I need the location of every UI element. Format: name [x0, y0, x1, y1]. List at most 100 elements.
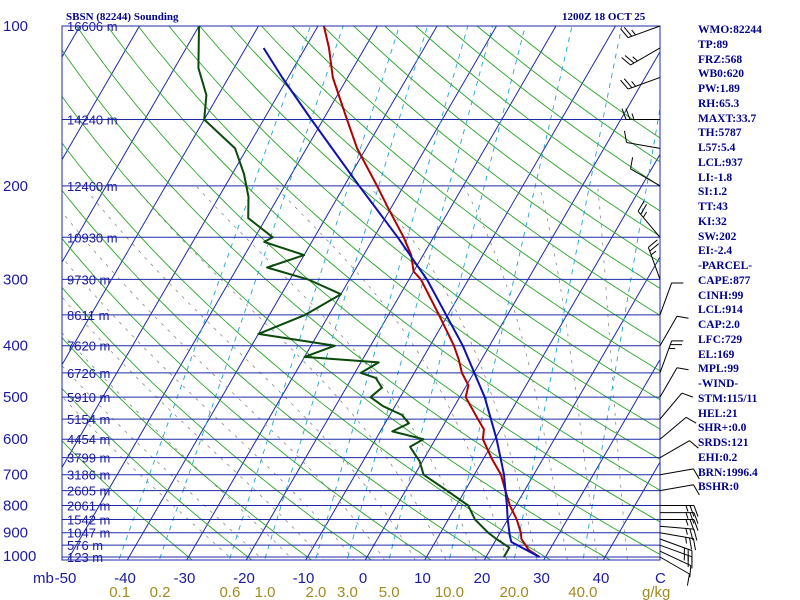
wind-barb [660, 512, 699, 524]
mixing-ratio-tick-label: 2.0 [306, 584, 327, 600]
pressure-unit-label: mb [33, 570, 54, 587]
wind-barb [659, 538, 693, 563]
dry-adiabat-line [62, 142, 552, 560]
height-label: 123 m [67, 550, 103, 565]
isotherm-line [424, 153, 660, 560]
mixing-ratio-line [388, 26, 526, 560]
dry-adiabat-line [476, 26, 660, 163]
dry-adiabat-line [291, 26, 660, 316]
wind-barb [623, 130, 661, 149]
dry-adiabat-line [322, 26, 660, 289]
dry-adiabat-line [446, 26, 660, 187]
dry-adiabat-line [168, 26, 660, 430]
temperature-tick-label: -40 [114, 570, 136, 587]
index-value: STM:115/11 [698, 392, 758, 405]
sounding-time: 1200Z 18 OCT 25 [562, 11, 646, 23]
isotherm-line [62, 26, 200, 264]
parcel-profile-line [262, 47, 540, 558]
index-value: EHI:0.2 [698, 451, 738, 464]
dry-adiabat-line [62, 49, 660, 556]
index-value: EL:169 [698, 348, 735, 361]
isotherm-line [543, 358, 660, 560]
index-value: PW:1.89 [698, 83, 740, 95]
mixing-ratio-line [346, 26, 494, 560]
height-label: 9730 m [67, 272, 110, 287]
isotherm-line [483, 256, 660, 560]
index-value: CAP:2.0 [698, 319, 740, 331]
dry-adiabat-line [76, 26, 660, 523]
dry-adiabat-line [353, 26, 660, 263]
temperature-tick-label: 40 [593, 570, 610, 587]
height-label: 7620 m [67, 339, 110, 354]
wind-barbs [620, 25, 700, 586]
height-label: 2061 m [67, 499, 110, 514]
dry-adiabat-line [62, 95, 612, 560]
wind-barb [659, 340, 684, 374]
moist-adiabat-line [274, 185, 508, 560]
wind-barb [659, 282, 684, 316]
moist-adiabat-line [62, 395, 234, 560]
index-value: MPL:99 [698, 363, 739, 376]
wind-barb [659, 556, 690, 586]
wind-barb [637, 200, 661, 238]
mixing-ratio-line [315, 26, 469, 560]
mixing-ratio-tick-label: 20.0 [499, 584, 528, 600]
moist-adiabat-line [132, 185, 447, 560]
dewpoint-profile-line [197, 26, 511, 558]
temperature-tick-label: -10 [293, 570, 315, 587]
wind-barb [659, 525, 698, 541]
height-label: 6726 m [67, 366, 110, 381]
pressure-tick-label: 200 [3, 178, 28, 195]
moist-adiabat-line [539, 185, 598, 560]
wind-barb [647, 239, 661, 280]
moist-adiabat-line [62, 296, 324, 560]
index-value: TH:5787 [698, 127, 742, 140]
dry-adiabat-line [106, 26, 660, 491]
index-value: CINH:99 [698, 289, 744, 302]
isotherm-line [62, 26, 319, 469]
mixing-ratio-line [264, 26, 428, 560]
pressure-tick-label: 300 [3, 271, 28, 288]
isotherm-line [305, 26, 617, 560]
index-value: SRDS:121 [698, 437, 749, 449]
isotherm-line [602, 461, 660, 560]
pressure-tick-label: 800 [3, 498, 28, 515]
isotherm-line [126, 26, 438, 560]
dry-adiabat-line [62, 189, 492, 560]
moist-adiabat-line [62, 256, 355, 560]
index-value: BSHR:0 [698, 481, 739, 494]
background-grid [62, 26, 660, 560]
profile-lines [197, 26, 541, 558]
index-value: WB0:620 [698, 68, 744, 81]
mixing-ratio-tick-label: 0.2 [150, 584, 171, 600]
index-value: LI:-1.8 [698, 171, 733, 184]
mixing-ratio-tick-label: 40.0 [568, 584, 597, 600]
wind-barb [621, 108, 660, 121]
mixing-ratio-tick-label: 10.0 [435, 584, 464, 600]
height-label: 3186 m [67, 468, 110, 483]
mixing-ratio-line [118, 26, 311, 560]
dry-adiabat-line [230, 26, 660, 372]
temperature-tick-label: 20 [474, 570, 491, 587]
height-label: 14240 m [67, 113, 118, 128]
index-value: TP:89 [698, 38, 729, 51]
wind-barb [659, 416, 697, 440]
wind-barb [621, 47, 661, 66]
wind-barb [659, 550, 692, 578]
mixing-ratio-line [448, 26, 573, 560]
height-label: 1047 m [67, 526, 110, 541]
temperature-tick-label: -50 [55, 570, 77, 587]
index-value: HEL:21 [698, 407, 738, 420]
index-value: TT:43 [698, 201, 728, 213]
temperature-unit-label: C [655, 570, 666, 587]
pressure-tick-label: 500 [3, 389, 28, 406]
index-value: KI:32 [698, 215, 727, 228]
isotherm-line [67, 26, 379, 560]
height-label: 10930 m [67, 230, 118, 245]
dry-adiabat-line [62, 286, 373, 560]
temperature-tick-label: -20 [233, 570, 255, 587]
height-label: 12460 m [67, 179, 118, 194]
pressure-tick-label: 600 [3, 431, 28, 448]
